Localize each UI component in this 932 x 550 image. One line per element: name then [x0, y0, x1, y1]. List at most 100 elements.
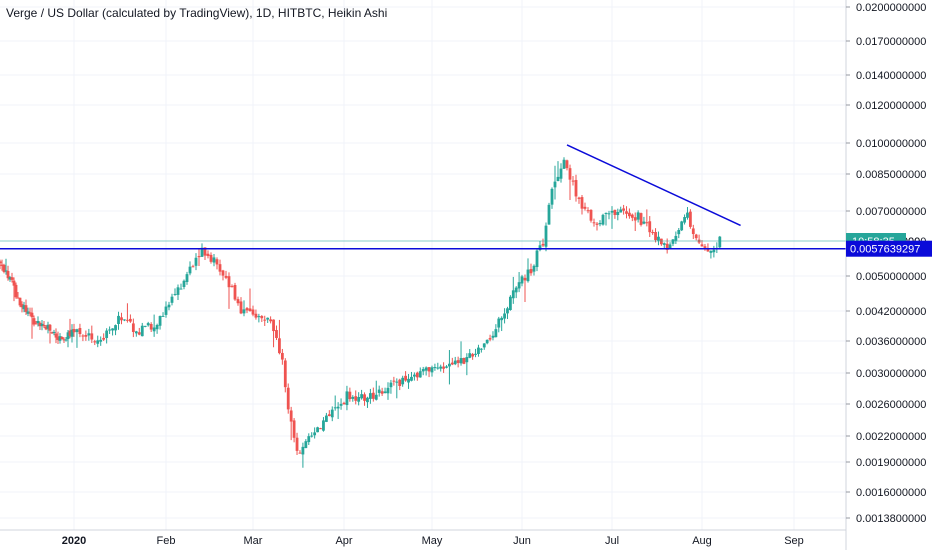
- time-tick-label: Jul: [605, 535, 619, 547]
- candle-body: [120, 317, 123, 321]
- candle-body: [465, 357, 469, 363]
- candle-body: [474, 353, 477, 355]
- candle-body: [662, 243, 666, 245]
- price-axis[interactable]: 0.0200000000 0.0170000000 0.0140000000 0.01…: [845, 0, 926, 550]
- candle-body: [36, 320, 40, 324]
- candle-body: [152, 327, 156, 332]
- candle-body: [589, 209, 593, 221]
- time-tick-label: Jun: [513, 535, 531, 547]
- candle-body: [263, 319, 267, 321]
- candle-body: [686, 212, 689, 218]
- candle-body: [351, 396, 355, 399]
- candle-body: [383, 391, 387, 394]
- candles: [0, 157, 722, 468]
- candle-body: [114, 325, 117, 331]
- chart-title: Verge / US Dollar (calculated by Trading…: [6, 6, 388, 20]
- candle-body: [34, 323, 38, 325]
- candle-body: [529, 269, 533, 274]
- candle-body: [146, 323, 150, 326]
- candle-body: [289, 410, 293, 422]
- candle-body: [506, 308, 509, 314]
- candle-body: [595, 223, 599, 225]
- candle-body: [313, 432, 317, 436]
- candle-body: [571, 180, 575, 182]
- candle-body: [436, 367, 440, 369]
- candle-body: [688, 211, 692, 227]
- candle-body: [433, 367, 437, 369]
- candle-body: [691, 228, 695, 235]
- candle-body: [651, 232, 655, 234]
- candle-body: [360, 394, 363, 399]
- candle-body: [380, 391, 384, 394]
- candle-body: [194, 257, 198, 266]
- candle-body: [479, 348, 483, 350]
- candle-body: [639, 213, 643, 225]
- candle-body: [523, 277, 527, 281]
- candle-body: [4, 270, 8, 272]
- candle-body: [633, 217, 637, 221]
- candle-body: [68, 330, 72, 336]
- candle-body: [215, 259, 219, 265]
- candle-body: [706, 248, 710, 252]
- candle-body: [680, 221, 684, 231]
- candle-body: [694, 234, 698, 239]
- candle-body: [636, 212, 640, 220]
- candle-body: [40, 323, 44, 327]
- candle-body: [233, 284, 237, 300]
- candle-body: [503, 313, 506, 319]
- candle-body: [123, 319, 126, 321]
- candle-body: [410, 376, 413, 381]
- candle-body: [468, 353, 472, 358]
- candle-body: [517, 282, 521, 289]
- candle-body: [700, 244, 704, 247]
- candle-body: [324, 415, 328, 422]
- candle-body: [398, 379, 402, 387]
- candle-body: [450, 362, 454, 365]
- plot-background: [0, 0, 846, 530]
- time-axis[interactable]: 2020 Feb Mar Apr May Jun Jul Aug Sep: [0, 529, 846, 547]
- candle-body: [269, 319, 273, 322]
- candle-body: [565, 160, 569, 169]
- candle-body: [280, 352, 284, 360]
- candle-body: [44, 326, 48, 330]
- candle-body: [448, 363, 451, 367]
- price-tick-label: 0.0016000000: [856, 487, 926, 499]
- candle-body: [535, 250, 539, 268]
- candle-body: [395, 381, 399, 383]
- candle-body: [453, 360, 457, 365]
- candle-body: [105, 330, 109, 338]
- level-label: 0.0057639297: [850, 244, 920, 256]
- time-tick-label: Mar: [244, 535, 263, 547]
- candle-body: [568, 168, 572, 180]
- candle-body: [8, 277, 12, 280]
- candle-body: [333, 407, 337, 409]
- candle-body: [149, 324, 153, 330]
- price-tick-label: 0.0036000000: [856, 336, 926, 348]
- candle-body: [592, 222, 596, 224]
- candle-body: [668, 244, 672, 249]
- candle-body: [278, 338, 281, 354]
- candle-body: [38, 322, 42, 327]
- candle-body: [283, 360, 287, 388]
- price-tick-label: 0.0019000000: [856, 457, 926, 469]
- candle-body: [266, 317, 270, 320]
- time-tick-label: Apr: [335, 535, 352, 547]
- candle-body: [200, 247, 204, 257]
- candle-body: [616, 211, 620, 216]
- trendlines: [0, 144, 846, 250]
- candle-body: [155, 324, 159, 330]
- candle-body: [197, 256, 201, 258]
- candle-body: [442, 366, 446, 369]
- candle-body: [630, 214, 634, 218]
- candle-body: [386, 387, 390, 394]
- candle-body: [90, 333, 94, 340]
- candle-body: [583, 206, 587, 209]
- price-labels: 0.00600000010:58:350.0057639297: [846, 233, 932, 257]
- candle-body: [176, 287, 180, 295]
- candle-body: [30, 312, 34, 318]
- candle-body: [674, 235, 678, 241]
- candle-body: [134, 331, 138, 334]
- candle-body: [28, 312, 32, 314]
- candle-body: [553, 181, 557, 188]
